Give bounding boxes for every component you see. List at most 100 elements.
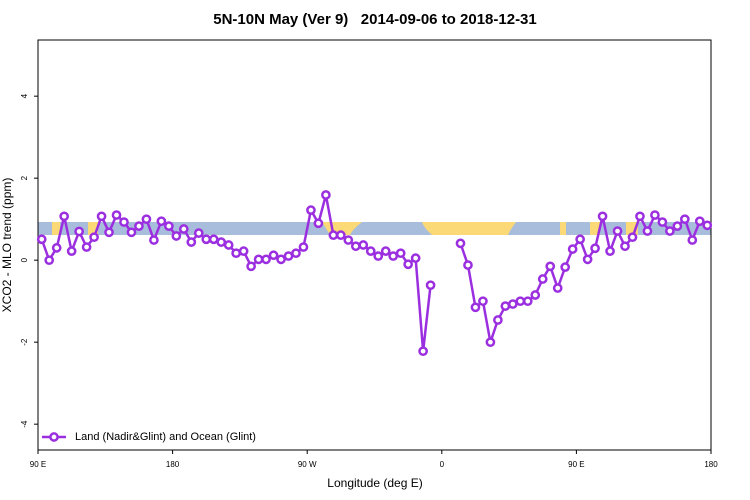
y-tick-label: -4 bbox=[20, 420, 29, 428]
point bbox=[642, 226, 653, 236]
land-patch bbox=[560, 222, 566, 235]
x-tick-label: 180 bbox=[704, 460, 718, 469]
point bbox=[665, 226, 675, 236]
point bbox=[66, 246, 77, 256]
point bbox=[470, 302, 481, 313]
point bbox=[365, 246, 376, 256]
point bbox=[104, 227, 114, 238]
point bbox=[463, 260, 473, 270]
point bbox=[156, 216, 167, 227]
y-tick-label: 4 bbox=[20, 93, 29, 98]
point bbox=[81, 242, 92, 252]
point bbox=[620, 241, 630, 252]
point bbox=[321, 190, 331, 200]
point bbox=[36, 234, 47, 245]
point bbox=[500, 301, 511, 311]
series-line bbox=[40, 193, 708, 353]
land-patch bbox=[590, 222, 600, 235]
point bbox=[193, 228, 204, 238]
point bbox=[119, 217, 129, 227]
legend-label: Land (Nadir&Glint) and Ocean (Glint) bbox=[75, 431, 256, 443]
plot-frame bbox=[37, 39, 712, 451]
point bbox=[89, 232, 99, 243]
ocean-band bbox=[38, 222, 711, 235]
point bbox=[74, 226, 84, 237]
point bbox=[261, 254, 271, 265]
point bbox=[231, 248, 242, 259]
point bbox=[605, 246, 615, 256]
x-tick-label: 90 E bbox=[30, 460, 46, 469]
point bbox=[530, 290, 541, 300]
point bbox=[51, 243, 62, 253]
x-tick-label: 180 bbox=[166, 460, 180, 469]
point bbox=[201, 234, 212, 245]
point bbox=[178, 224, 189, 234]
land-patch bbox=[88, 222, 98, 235]
point bbox=[44, 255, 55, 266]
point bbox=[246, 261, 256, 272]
point bbox=[552, 283, 563, 293]
point bbox=[276, 254, 286, 265]
point bbox=[96, 211, 107, 222]
point bbox=[418, 346, 428, 357]
x-tick-label: 90 E bbox=[568, 460, 584, 469]
point bbox=[208, 234, 219, 245]
point bbox=[650, 210, 660, 220]
point bbox=[694, 216, 705, 227]
point bbox=[582, 254, 593, 265]
point bbox=[635, 211, 645, 222]
point bbox=[657, 217, 668, 227]
point bbox=[306, 205, 316, 215]
surface-band bbox=[38, 222, 711, 235]
land-patch bbox=[52, 222, 60, 235]
point bbox=[328, 230, 339, 241]
point bbox=[223, 240, 234, 250]
point bbox=[59, 211, 70, 222]
point bbox=[507, 299, 518, 309]
point bbox=[410, 253, 421, 263]
point bbox=[171, 231, 182, 241]
x-tick-label: 0 bbox=[440, 460, 445, 469]
point bbox=[343, 235, 354, 245]
x-tick-label: 90 W bbox=[298, 460, 317, 469]
point bbox=[537, 274, 548, 284]
point bbox=[702, 220, 713, 231]
point bbox=[612, 226, 623, 236]
y-axis-label: XCO2 - MLO trend (ppm) bbox=[0, 178, 14, 313]
point bbox=[403, 259, 413, 270]
point bbox=[380, 246, 391, 256]
chart-title: 5N-10N May (Ver 9) 2014-09-06 to 2018-12… bbox=[213, 11, 537, 28]
y-tick-label: 2 bbox=[20, 175, 29, 180]
point bbox=[455, 238, 466, 249]
point bbox=[350, 241, 361, 252]
y-tick-label: -2 bbox=[20, 338, 29, 346]
point bbox=[672, 221, 683, 231]
point bbox=[149, 235, 159, 245]
point bbox=[186, 237, 197, 247]
point bbox=[425, 280, 436, 291]
point bbox=[141, 214, 152, 225]
point bbox=[268, 250, 279, 261]
land-patch bbox=[422, 222, 516, 235]
point bbox=[388, 251, 399, 261]
point bbox=[545, 261, 556, 272]
point bbox=[567, 244, 578, 254]
point bbox=[373, 251, 384, 261]
point bbox=[291, 248, 301, 259]
point bbox=[216, 237, 227, 247]
point bbox=[111, 210, 122, 220]
point bbox=[283, 251, 294, 261]
point bbox=[298, 242, 309, 252]
point bbox=[336, 230, 346, 241]
point bbox=[627, 232, 638, 243]
point bbox=[597, 211, 608, 222]
point bbox=[134, 221, 144, 231]
point bbox=[590, 243, 600, 254]
x-axis-label: Longitude (deg E) bbox=[327, 476, 422, 490]
point bbox=[687, 235, 698, 245]
point bbox=[679, 214, 690, 225]
point bbox=[358, 240, 369, 250]
point bbox=[485, 337, 496, 348]
point bbox=[478, 296, 488, 307]
